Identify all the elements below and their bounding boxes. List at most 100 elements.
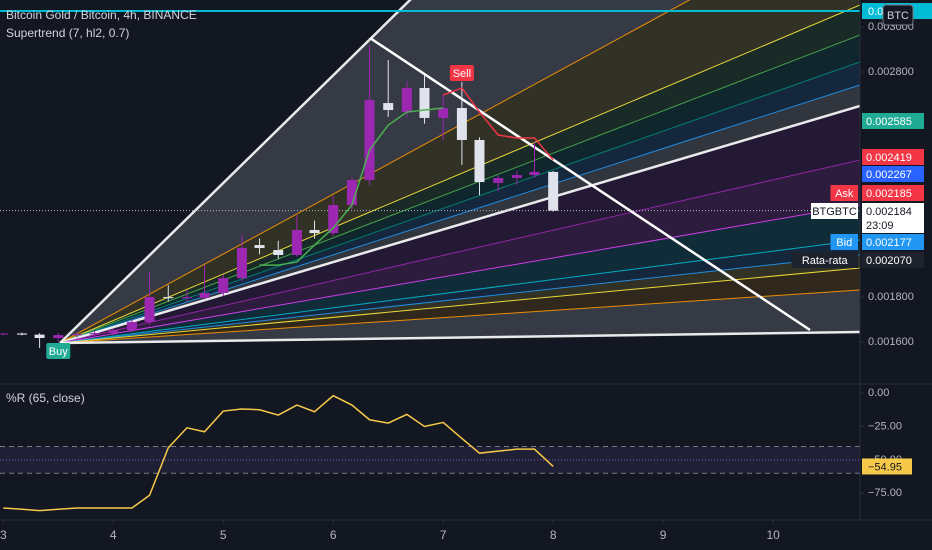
candle-body bbox=[236, 247, 247, 279]
supertrend-line bbox=[442, 87, 554, 161]
candle-body bbox=[144, 297, 155, 323]
x-tick-label: 6 bbox=[330, 528, 337, 542]
price-label: 0.002267 bbox=[866, 169, 912, 181]
fan-line bbox=[59, 0, 412, 344]
y-tick-label: −25.00 bbox=[868, 420, 902, 432]
y-tick-label: −75.00 bbox=[868, 487, 902, 499]
signal-badge bbox=[46, 343, 71, 359]
price-label-name-box bbox=[811, 203, 858, 219]
price-label-name-box bbox=[830, 234, 858, 250]
price-label-box bbox=[862, 203, 924, 233]
candle-body bbox=[53, 335, 64, 338]
candle-body bbox=[0, 333, 9, 335]
fan-line bbox=[59, 330, 860, 345]
price-label: 0.002177 bbox=[866, 237, 912, 249]
candle-body bbox=[401, 87, 412, 113]
signal-label: Buy bbox=[49, 346, 68, 358]
y-tick-label: 0.00 bbox=[868, 387, 889, 399]
candle-body bbox=[548, 171, 559, 211]
candle-body bbox=[199, 292, 210, 298]
price-label: 0.002185 bbox=[866, 188, 912, 200]
candle-body bbox=[328, 205, 339, 234]
candle-body bbox=[438, 108, 449, 118]
candle-body bbox=[529, 171, 540, 176]
price-label-box bbox=[862, 113, 924, 129]
trend-line bbox=[369, 36, 811, 332]
candle-body bbox=[511, 175, 522, 178]
x-tick-label: 7 bbox=[440, 528, 447, 542]
fan-line bbox=[59, 61, 860, 344]
indicator-title: Supertrend (7, hl2, 0.7) bbox=[6, 26, 129, 40]
value-badge-label: −54.95 bbox=[868, 461, 902, 473]
candle-body bbox=[456, 108, 467, 140]
candle-body bbox=[89, 333, 100, 335]
fan-line bbox=[59, 4, 860, 344]
price-label-box bbox=[862, 185, 924, 201]
supertrend-line bbox=[259, 107, 444, 266]
signal-label: Sell bbox=[453, 68, 471, 80]
candle-body bbox=[254, 245, 265, 248]
price-label: 0.002070 bbox=[866, 255, 912, 267]
x-tick-label: 9 bbox=[660, 528, 667, 542]
x-tick-label: 4 bbox=[110, 528, 117, 542]
fan-line bbox=[59, 159, 860, 344]
candle-body bbox=[364, 99, 375, 181]
candle-body bbox=[493, 177, 504, 183]
candle-body bbox=[346, 180, 357, 206]
candle-body bbox=[163, 297, 174, 299]
price-label-name-box bbox=[830, 185, 858, 201]
x-tick-label: 8 bbox=[550, 528, 557, 542]
price-label-name: Ask bbox=[835, 188, 854, 200]
currency-label: BTC bbox=[887, 10, 909, 22]
y-tick-label: 0.001800 bbox=[868, 291, 914, 303]
indicator-title: %R (65, close) bbox=[6, 391, 85, 405]
fan-line bbox=[59, 84, 860, 344]
candle-body bbox=[218, 278, 229, 293]
fan-line bbox=[59, 267, 860, 344]
currency-badge bbox=[882, 4, 914, 26]
candle-body bbox=[419, 87, 430, 118]
price-label-name: BTGBTC bbox=[812, 206, 857, 218]
x-tick-label: 5 bbox=[220, 528, 227, 542]
fan-line bbox=[59, 34, 860, 344]
candle-body bbox=[181, 297, 192, 299]
value-badge bbox=[862, 458, 912, 475]
price-label: 0.002419 bbox=[866, 152, 912, 164]
indicator-pane bbox=[0, 394, 860, 512]
fan-line bbox=[59, 239, 860, 344]
axes: 0.0030000.0028000.0018000.0016000.00−25.… bbox=[0, 3, 932, 542]
countdown: 23:09 bbox=[866, 220, 894, 232]
symbol-title: Bitcoin Gold / Bitcoin, 4h, BINANCE bbox=[6, 8, 197, 22]
fan-line bbox=[59, 289, 860, 344]
candle-body bbox=[108, 330, 119, 334]
y-tick-label: 0.002800 bbox=[868, 66, 914, 78]
price-label: 0.002184 bbox=[866, 206, 912, 218]
candle-body bbox=[273, 250, 284, 255]
price-label-name-box bbox=[791, 252, 858, 268]
price-label-box bbox=[862, 166, 924, 182]
price-label: 0.002585 bbox=[866, 116, 912, 128]
candle-body bbox=[16, 333, 27, 335]
price-label-box bbox=[862, 149, 924, 165]
x-tick-label: 10 bbox=[766, 528, 780, 542]
price-label-name: Rata-rata bbox=[802, 255, 849, 267]
x-tick-label: 3 bbox=[0, 528, 7, 542]
candle-body bbox=[126, 322, 137, 331]
main-pane: Buy Sell bbox=[0, 0, 860, 359]
candle-body bbox=[474, 139, 485, 183]
fan-line bbox=[59, 104, 860, 345]
candle-body bbox=[309, 229, 320, 234]
price-label-box bbox=[862, 234, 924, 250]
price-label-name: Bid bbox=[836, 237, 852, 249]
williams-r-line bbox=[3, 394, 554, 512]
fan-line bbox=[59, 204, 860, 344]
fan-fill bbox=[60, 0, 860, 343]
candle-body bbox=[34, 334, 45, 338]
signal-badge bbox=[449, 65, 474, 81]
fan-line bbox=[59, 254, 860, 344]
candle-body bbox=[71, 334, 82, 336]
candle-body bbox=[383, 103, 394, 111]
price-label-box bbox=[862, 252, 924, 268]
candle-body bbox=[291, 229, 302, 255]
